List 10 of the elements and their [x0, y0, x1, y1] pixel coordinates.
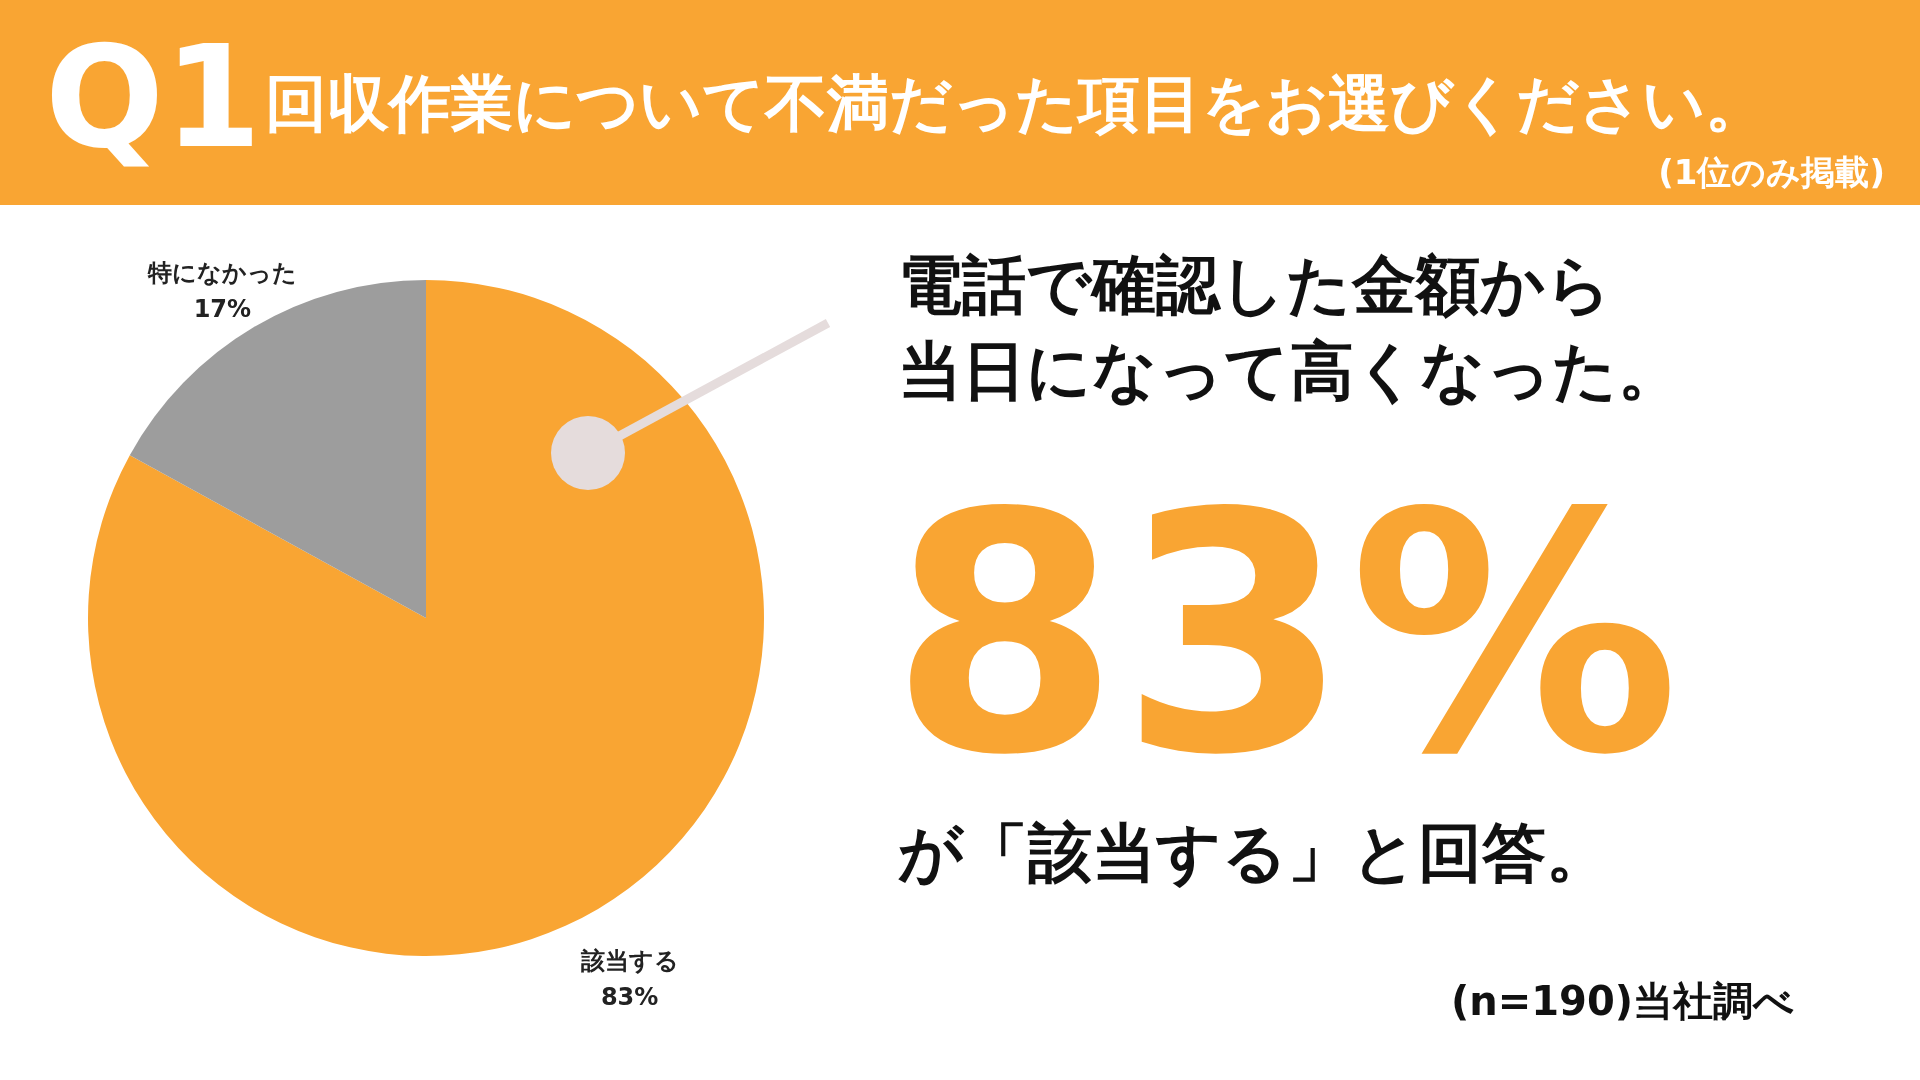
text: 回収作業について不満だった項目をお選びください。: [265, 67, 1767, 140]
text: Q1: [45, 16, 262, 179]
text: (1位のみ掲載): [1658, 151, 1885, 194]
text: 電話で確認した金額から: [898, 248, 1612, 322]
slice-label: 特になかった: [146, 258, 297, 287]
data-label: 17%: [193, 294, 252, 323]
text: 当日になって高くなった。: [898, 334, 1682, 408]
text: (n=190)当社調べ: [1450, 977, 1794, 1026]
slice-label: 該当する: [579, 947, 679, 976]
data-label: 83%: [600, 983, 659, 1012]
